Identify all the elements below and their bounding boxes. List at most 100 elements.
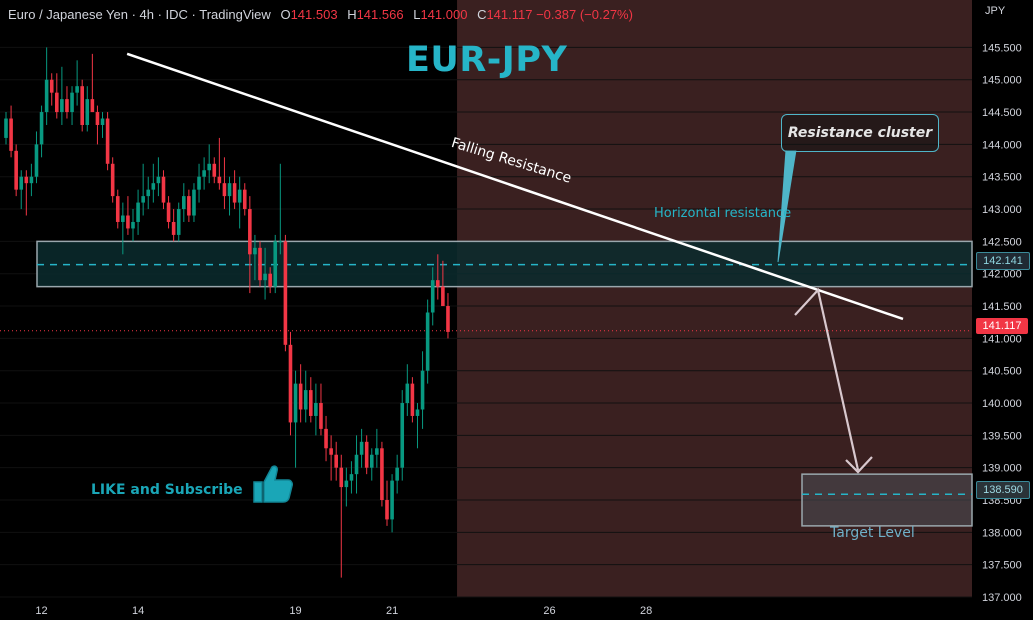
candle-body — [395, 467, 399, 481]
candle-body — [420, 370, 425, 410]
candle-body — [354, 454, 359, 475]
candle-body — [359, 441, 364, 455]
y-tick-label: 141.500 — [982, 301, 1022, 313]
y-tick-label: 140.000 — [982, 398, 1022, 410]
candle-body — [182, 196, 186, 210]
candle-body — [34, 144, 39, 177]
candle-body — [90, 99, 95, 113]
candle-body — [49, 79, 54, 93]
horizontal-resistance-label: Horizontal resistance — [654, 206, 792, 221]
resistance-cluster-callout: Resistance cluster — [781, 114, 939, 152]
candle-body — [121, 215, 125, 222]
x-tick-label: 12 — [35, 605, 47, 617]
candle-body — [197, 176, 201, 190]
candle-body — [105, 118, 110, 164]
candle-body — [309, 390, 313, 416]
candle-body — [100, 118, 105, 125]
candle-body — [283, 241, 288, 345]
candle-body — [110, 163, 115, 197]
candle-body — [400, 403, 405, 468]
y-tick-label: 144.500 — [982, 107, 1022, 119]
symbol-label: Euro / Japanese Yen · 4h · IDC · Trading… — [8, 7, 271, 22]
open-value: 141.503 — [290, 7, 338, 22]
candle-body — [24, 176, 29, 184]
thumbs-up-icon[interactable] — [250, 462, 296, 506]
candle-body — [80, 86, 84, 125]
candle-body — [375, 448, 379, 455]
y-tick-label: 137.000 — [982, 592, 1022, 604]
candle-body — [187, 196, 191, 216]
candle-body — [303, 390, 308, 410]
candle-body — [136, 202, 140, 222]
candle-body — [65, 99, 69, 113]
like-subscribe-text[interactable]: LIKE and Subscribe — [91, 482, 243, 498]
y-tick-label: 145.000 — [982, 75, 1022, 87]
y-tick-label: 145.500 — [982, 42, 1022, 54]
candle-body — [131, 221, 135, 229]
candle-body — [288, 344, 293, 423]
candle-body — [446, 306, 450, 332]
y-tick-label: 140.500 — [982, 366, 1022, 378]
y-tick-label: 143.500 — [982, 172, 1022, 184]
candle-body — [212, 163, 217, 177]
candle-body — [425, 312, 430, 371]
axis-unit: JPY — [985, 5, 1006, 17]
candle-body — [192, 189, 196, 216]
candle-body — [293, 383, 298, 423]
candles — [4, 47, 450, 578]
high-value: 141.566 — [356, 7, 404, 22]
candle-body — [95, 112, 100, 125]
candle-body — [273, 241, 278, 287]
candle-body — [14, 150, 18, 190]
candle-body — [369, 454, 374, 468]
y-tick-label: 141.000 — [982, 333, 1022, 345]
candle-body — [263, 273, 267, 281]
y-tick-label: 139.500 — [982, 430, 1022, 442]
x-tick-label: 19 — [289, 605, 301, 617]
candle-body — [141, 196, 145, 203]
candle-body — [319, 403, 323, 429]
y-tick-label: 144.000 — [982, 139, 1022, 151]
candle-body — [161, 176, 166, 203]
candle-body — [258, 247, 262, 281]
candle-body — [344, 480, 349, 488]
y-tick-label: 142.500 — [982, 236, 1022, 248]
forecast-arrowhead — [845, 456, 873, 474]
candle-body — [19, 176, 24, 190]
candle-body — [227, 183, 232, 197]
resistance-price-tag: 142.141 — [976, 252, 1030, 270]
candle-body — [151, 183, 156, 190]
candle-body — [349, 474, 354, 481]
candle-body — [253, 247, 257, 255]
candle-body — [222, 183, 227, 197]
candle-body — [75, 86, 79, 93]
candle-body — [385, 500, 389, 520]
zones — [0, 240, 973, 527]
candle-body — [115, 196, 120, 222]
x-tick-label: 28 — [640, 605, 652, 617]
candle-body — [380, 448, 384, 501]
y-tick-label: 138.000 — [982, 527, 1022, 539]
candle-body — [9, 118, 13, 151]
candle-body — [85, 99, 90, 125]
falling-resistance-line — [126, 52, 904, 321]
candle-body — [436, 280, 440, 287]
candle-body — [202, 170, 206, 177]
x-tick-label: 21 — [386, 605, 398, 617]
candle-body — [4, 118, 8, 138]
candle-body — [242, 189, 247, 210]
candle-body — [176, 209, 181, 235]
candle-body — [268, 273, 272, 287]
low-value: 141.000 — [420, 7, 468, 22]
candle-body — [171, 221, 176, 235]
candle-body — [126, 215, 130, 229]
candle-body — [298, 383, 303, 410]
candle-body — [60, 99, 64, 113]
y-tick-label: 143.000 — [982, 204, 1022, 216]
candle-body — [39, 112, 44, 145]
candle-body — [329, 448, 333, 455]
candle-body — [248, 209, 252, 255]
candle-body — [405, 383, 410, 404]
y-tick-label: 137.500 — [982, 560, 1022, 572]
